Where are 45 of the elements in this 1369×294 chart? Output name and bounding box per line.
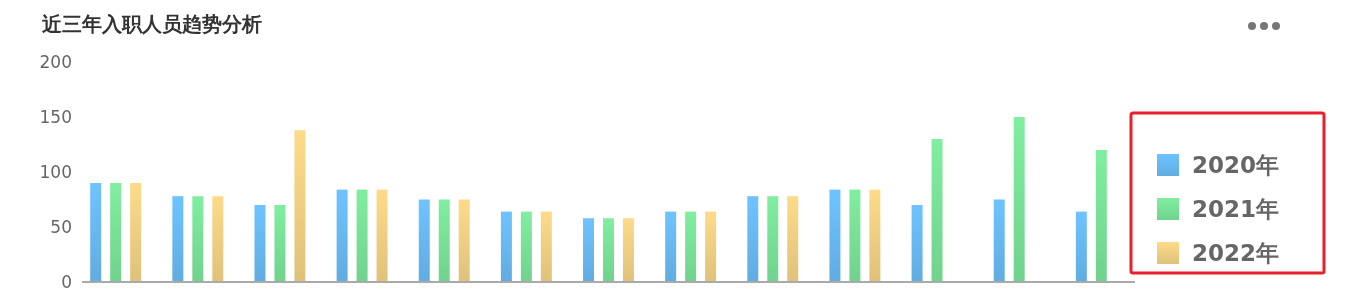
bar (418, 199, 430, 282)
bar (356, 189, 368, 282)
bar (172, 196, 184, 282)
bar (665, 211, 677, 282)
bar (705, 211, 717, 282)
bar (458, 199, 470, 282)
bar (849, 189, 861, 282)
bar (603, 218, 614, 282)
y-tick-label: 0 (61, 271, 72, 292)
legend-label: 2020年 (1192, 152, 1280, 179)
legend-label: 2021年 (1192, 196, 1280, 223)
bar (520, 211, 532, 282)
bar (294, 130, 306, 282)
y-tick-label: 200 (39, 51, 72, 72)
bar (212, 196, 224, 282)
bar (787, 196, 799, 282)
y-tick-label: 50 (50, 216, 72, 237)
bar (1075, 211, 1087, 282)
bar (583, 218, 595, 282)
bar (438, 199, 450, 282)
bar (931, 139, 943, 282)
bar (254, 205, 266, 282)
bar (622, 218, 634, 282)
bar (829, 189, 841, 282)
bar (376, 189, 388, 282)
bar (1013, 117, 1025, 282)
bar (993, 199, 1005, 282)
bar (747, 196, 759, 282)
y-tick-label: 150 (39, 106, 72, 127)
bar (90, 183, 102, 282)
bar (767, 196, 779, 282)
bar (130, 183, 142, 282)
bar (274, 205, 286, 282)
bar (192, 196, 204, 282)
bar (500, 211, 512, 282)
bar (110, 183, 122, 282)
bar (540, 211, 552, 282)
bar (1095, 150, 1107, 282)
chart-title: 近三年入职人员趋势分析 (41, 12, 262, 36)
y-tick-label: 100 (39, 161, 72, 182)
bar (869, 189, 881, 282)
bar (336, 189, 348, 282)
bar (911, 205, 923, 282)
legend-label: 2022年 (1192, 240, 1280, 267)
bar (685, 211, 697, 282)
